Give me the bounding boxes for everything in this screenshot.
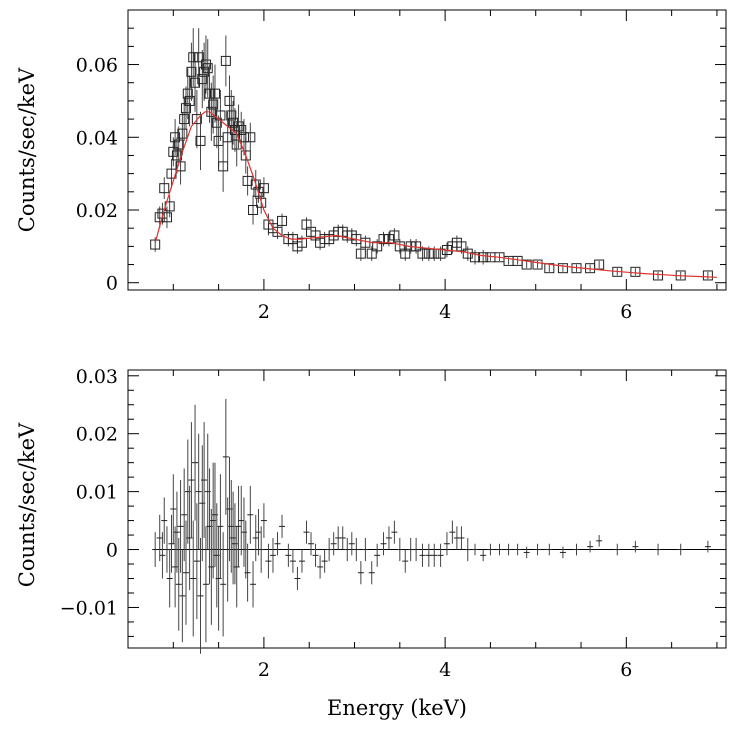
y-tick-label: 0 — [106, 273, 118, 295]
y-axis-title: Counts/sec/keV — [15, 422, 39, 587]
data-point — [366, 248, 377, 259]
data-point — [220, 55, 231, 66]
data-point — [228, 117, 239, 128]
data-point — [193, 52, 204, 63]
data-point — [240, 150, 251, 161]
data-point — [190, 77, 201, 88]
data-point — [236, 125, 247, 135]
data-point — [557, 263, 568, 274]
data-point — [245, 132, 256, 143]
data-point — [188, 52, 199, 63]
data-point — [184, 95, 195, 106]
data-point — [277, 215, 288, 226]
data-point — [253, 186, 264, 197]
y-tick-label: 0.02 — [76, 200, 118, 222]
residuals-panel: 2 4 6 −0.01 0 0.01 0.02 0.03 Counts/sec/keV Energ… — [15, 366, 727, 720]
x-tick-label: 6 — [620, 659, 632, 681]
y-tick-label: 0.01 — [76, 482, 118, 504]
data-point — [242, 175, 253, 186]
y-tick-label: 0 — [106, 540, 118, 562]
plot-frame — [127, 9, 727, 291]
x-tick-label: 6 — [620, 301, 632, 323]
data-point — [197, 74, 208, 85]
data-point — [248, 205, 259, 215]
data-point — [594, 259, 605, 270]
x-axis-title: Energy (keV) — [327, 696, 467, 720]
data-point — [150, 239, 161, 250]
data-point — [195, 135, 206, 146]
data-point — [177, 128, 188, 139]
data-point — [238, 132, 249, 143]
data-point — [173, 139, 184, 150]
data-point — [272, 226, 283, 237]
data-point — [653, 270, 664, 281]
data-point — [355, 248, 366, 259]
data-point — [170, 132, 181, 143]
data-point — [168, 146, 179, 157]
data-point — [702, 270, 713, 281]
data-point — [478, 252, 489, 263]
data-point — [229, 125, 240, 135]
data-point — [226, 110, 237, 121]
data-point — [222, 132, 233, 143]
y-tick-label: 0.02 — [76, 424, 118, 446]
data-point — [199, 66, 210, 77]
spectrum-panel: 2 4 6 0 0.02 0.04 0.06 Counts/sec/keV — [15, 9, 727, 323]
data-point — [256, 197, 267, 208]
x-tick-label: 2 — [258, 659, 270, 681]
data-point — [389, 230, 400, 241]
y-axis-title: Counts/sec/keV — [15, 67, 39, 232]
data-point — [521, 259, 532, 270]
data-point — [209, 88, 220, 99]
data-point — [470, 252, 481, 263]
data-point — [296, 237, 307, 248]
data-point — [250, 179, 261, 190]
data-point — [456, 241, 467, 252]
data-point — [218, 161, 229, 172]
data-point — [180, 103, 191, 114]
data-point — [383, 234, 394, 245]
data-point — [208, 99, 219, 110]
data-point — [186, 66, 197, 77]
data-point — [159, 183, 170, 194]
data-point — [400, 248, 411, 259]
data-point — [224, 95, 235, 106]
data-point — [417, 248, 428, 259]
data-point — [378, 234, 389, 245]
data-point — [175, 161, 186, 172]
data-point — [630, 266, 641, 277]
data-point — [258, 183, 269, 194]
y-tick-label: −0.01 — [60, 597, 118, 619]
y-tick-label: 0.03 — [76, 366, 118, 388]
x-tick-label: 4 — [439, 659, 451, 681]
data-point — [233, 121, 244, 132]
data-point — [532, 259, 543, 270]
data-point — [394, 241, 405, 252]
data-point — [182, 88, 193, 99]
data-point — [191, 114, 202, 125]
data-point — [154, 212, 165, 223]
x-tick-label: 2 — [258, 301, 270, 323]
data-point — [179, 114, 190, 125]
data-point — [204, 88, 215, 99]
data-point — [202, 63, 213, 74]
data-point — [200, 59, 211, 70]
data-point — [423, 248, 434, 259]
x-tick-label: 4 — [439, 301, 451, 323]
data-point — [372, 241, 383, 252]
y-tick-label: 0.04 — [76, 127, 118, 149]
y-tick-label: 0.06 — [76, 55, 118, 77]
model-line — [154, 111, 717, 278]
plot-frame — [127, 369, 727, 649]
